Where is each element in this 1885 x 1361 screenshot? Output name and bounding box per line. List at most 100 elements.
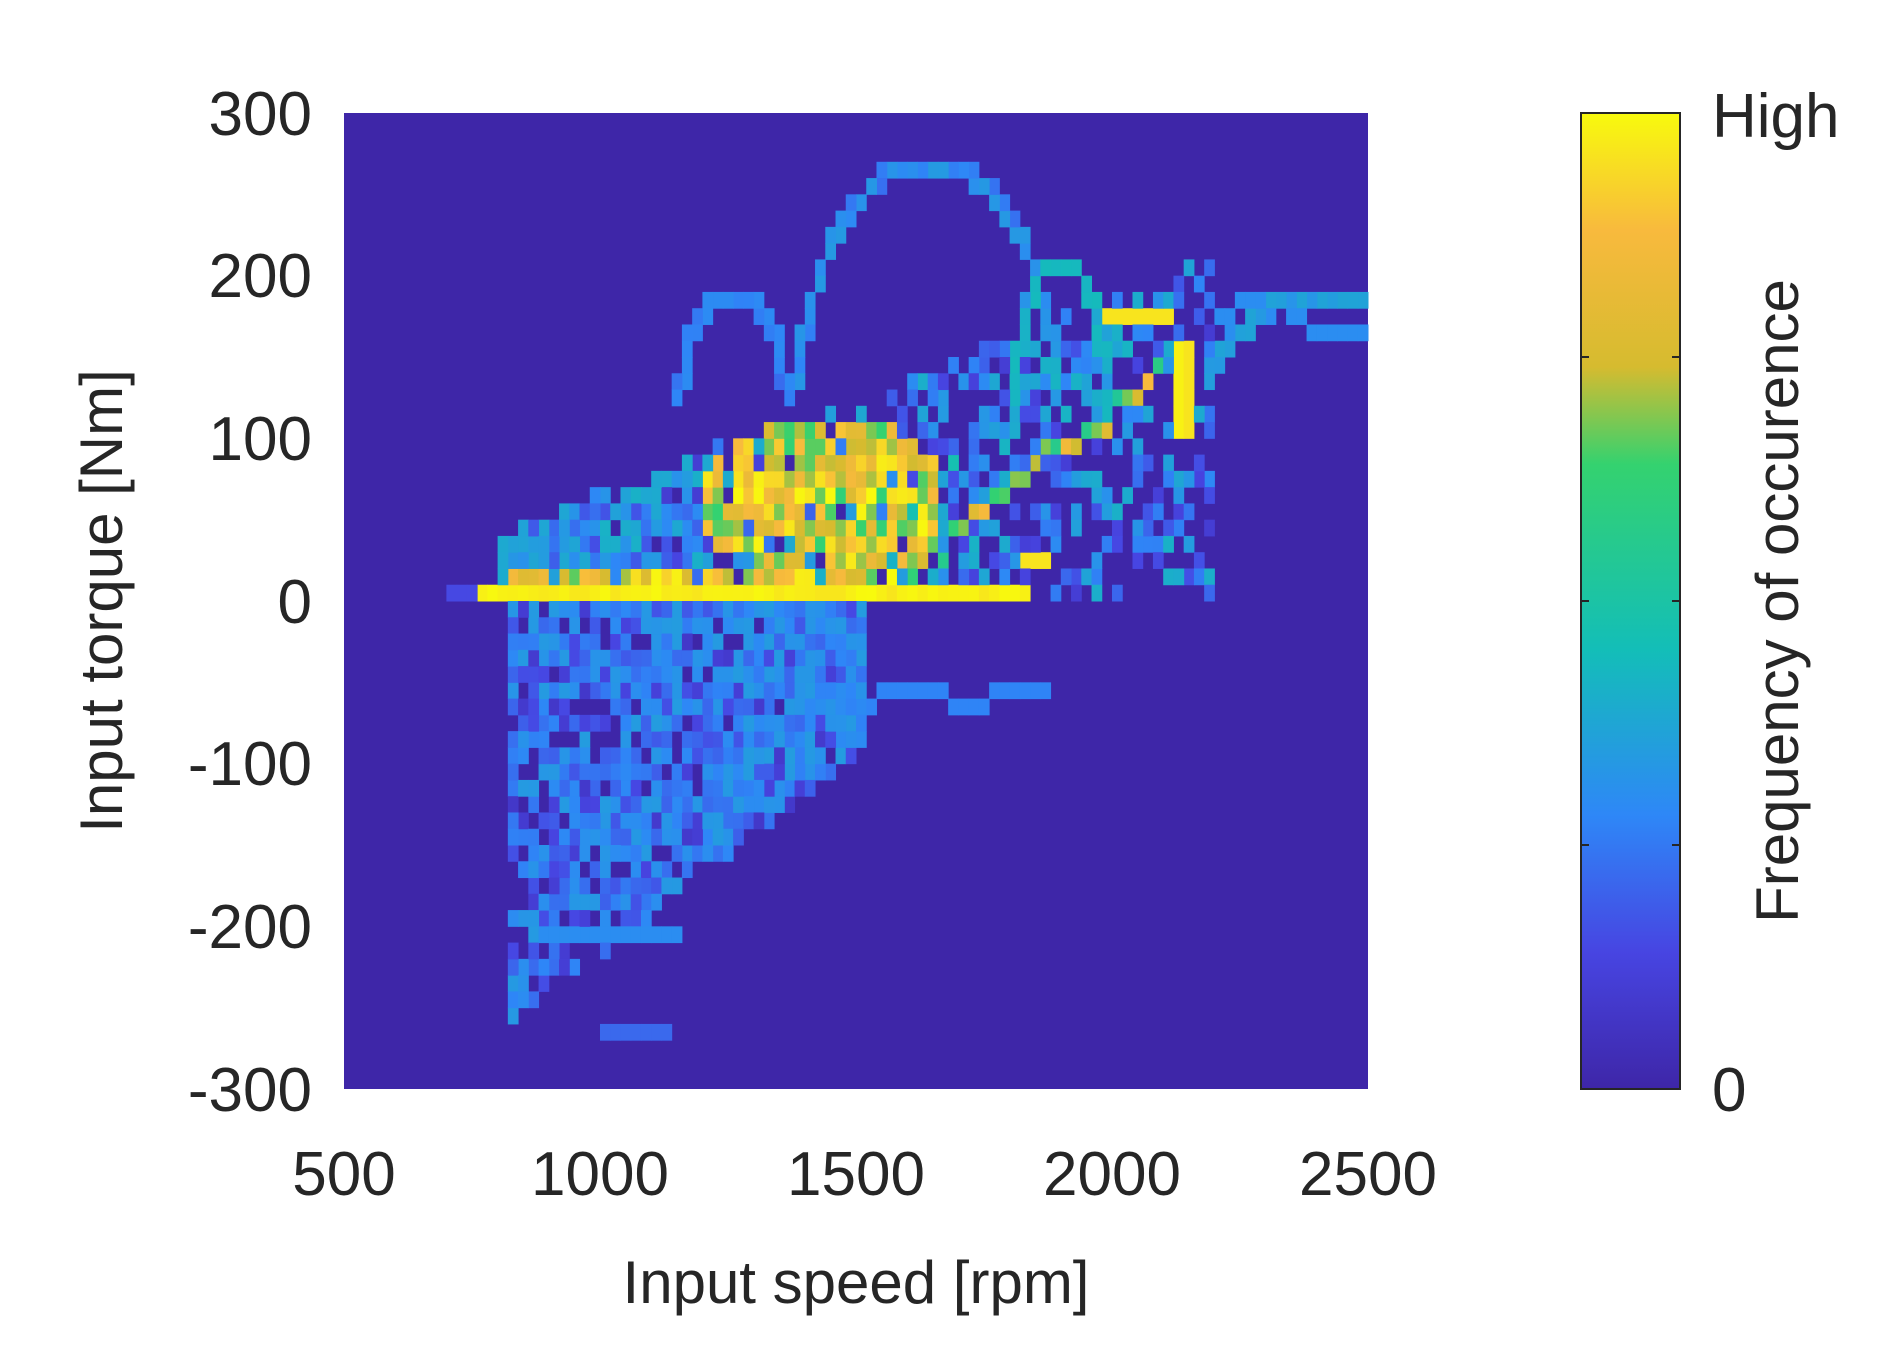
heatmap-cell (548, 910, 560, 927)
heatmap-cell (661, 552, 673, 569)
heatmap-cell (866, 178, 877, 195)
heatmap-cell (968, 470, 980, 488)
heatmap-cell (1173, 519, 1185, 537)
heatmap-cell (927, 503, 939, 521)
heatmap-cell (753, 812, 765, 830)
heatmap-cell (1132, 519, 1144, 537)
heatmap-cell (917, 454, 929, 472)
heatmap-cell (1019, 405, 1031, 423)
heatmap-cell (671, 584, 683, 602)
heatmap-cell (733, 487, 744, 504)
heatmap-cell (600, 877, 611, 895)
heatmap-cell (640, 682, 652, 700)
heatmap-cell (1204, 373, 1215, 391)
heatmap-cell (1030, 389, 1041, 407)
heatmap-cell (651, 682, 662, 700)
heatmap-cell (600, 519, 611, 537)
heatmap-cell (1183, 503, 1195, 521)
heatmap-cell (896, 519, 908, 537)
heatmap-cell (548, 568, 560, 586)
heatmap-cell (702, 487, 714, 504)
heatmap-cell (845, 601, 857, 618)
heatmap-cell (1081, 470, 1093, 488)
heatmap-cell (1030, 405, 1041, 423)
heatmap-cell (794, 747, 806, 765)
heatmap-cell (579, 893, 591, 911)
heatmap-cell (835, 226, 847, 244)
heatmap-cell (1091, 340, 1103, 358)
heatmap-cell (1019, 584, 1031, 602)
heatmap-cell (1142, 324, 1154, 342)
heatmap-cell (937, 438, 949, 456)
heatmap-cell (968, 584, 980, 602)
heatmap-cell (722, 649, 734, 667)
heatmap-cell (579, 601, 591, 618)
heatmap-cell (876, 552, 888, 569)
heatmap-cell (733, 601, 744, 618)
heatmap-cell (651, 649, 662, 667)
heatmap-cell (692, 845, 703, 862)
heatmap-cell (620, 666, 632, 683)
heatmap-cell (753, 779, 765, 797)
heatmap-cell (559, 666, 570, 683)
heatmap-cell (610, 893, 621, 911)
heatmap-cell (497, 568, 509, 586)
heatmap-cell (1173, 503, 1185, 521)
heatmap-cell (569, 568, 581, 586)
heatmap-cell (620, 633, 632, 651)
heatmap-cell (866, 503, 877, 521)
heatmap-cell (1040, 552, 1052, 569)
heatmap-cell (538, 519, 550, 537)
heatmap-cell (876, 178, 888, 195)
heatmap-cell (815, 438, 826, 456)
heatmap-cell (804, 682, 816, 700)
heatmap-cell (774, 487, 785, 504)
heatmap-cell (763, 503, 775, 521)
heatmap-cell (794, 373, 806, 391)
heatmap-cell (589, 519, 601, 537)
heatmap-cell (866, 552, 877, 569)
heatmap-cell (1019, 682, 1031, 700)
heatmap-cell (610, 812, 621, 830)
heatmap-cell (927, 389, 939, 407)
heatmap-cell (630, 747, 642, 765)
heatmap-cell (548, 682, 560, 700)
heatmap-cell (1122, 308, 1133, 325)
heatmap-cell (702, 812, 714, 830)
heatmap-cell (1112, 535, 1123, 553)
heatmap-cell (815, 422, 826, 439)
heatmap-cell (1204, 487, 1215, 504)
heatmap-cell (784, 487, 796, 504)
heatmap-cell (1019, 535, 1031, 553)
heatmap-cell (538, 698, 550, 716)
heatmap-cell (712, 666, 724, 683)
heatmap-cell (630, 617, 642, 635)
heatmap-cell (640, 552, 652, 569)
heatmap-cell (774, 779, 785, 797)
heatmap-cell (610, 535, 621, 553)
heatmap-cell (1009, 373, 1021, 391)
heatmap-cell (528, 958, 540, 976)
heatmap-cell (507, 747, 519, 765)
heatmap-cell (835, 731, 847, 748)
heatmap-cell (835, 535, 847, 553)
heatmap-cell (794, 617, 806, 635)
heatmap-cell (630, 861, 642, 879)
heatmap-cell (661, 779, 673, 797)
heatmap-cell (1357, 291, 1369, 309)
heatmap-cell (886, 503, 898, 521)
heatmap-cell (569, 926, 581, 944)
heatmap-cell (1224, 324, 1236, 342)
heatmap-cell (1255, 308, 1267, 325)
heatmap-cell (856, 405, 867, 423)
heatmap-cell (845, 422, 857, 439)
heatmap-cell (722, 291, 734, 309)
heatmap-cell (886, 682, 898, 700)
heatmap-cell (722, 845, 734, 862)
heatmap-cell (763, 666, 775, 683)
heatmap-cell (1071, 259, 1082, 277)
heatmap-cell (1009, 389, 1021, 407)
heatmap-cell (507, 682, 519, 700)
heatmap-cell (507, 731, 519, 748)
heatmap-cell (1019, 308, 1031, 325)
